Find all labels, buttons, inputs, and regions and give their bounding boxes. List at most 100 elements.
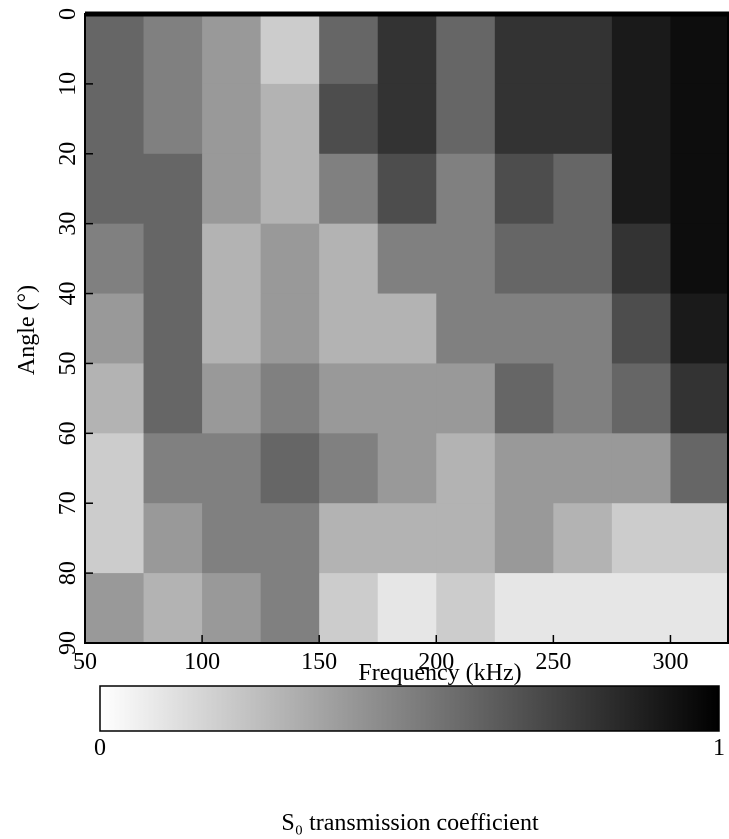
heatmap-cell: [377, 363, 437, 434]
heatmap-cell: [377, 573, 437, 644]
x-tick-label: 50: [73, 649, 97, 675]
heatmap-cell: [553, 14, 613, 85]
heatmap-cell: [143, 433, 203, 504]
heatmap-cell: [611, 14, 671, 85]
heatmap-cell: [436, 153, 496, 225]
heatmap-cell: [143, 223, 203, 295]
heatmap-cell: [319, 153, 379, 225]
heatmap-cell: [436, 83, 496, 155]
heatmap-cell: [553, 363, 613, 434]
heatmap-cell: [319, 14, 379, 85]
heatmap-cell: [85, 433, 145, 504]
y-tick-label: 60: [55, 421, 81, 445]
heatmap-cell: [260, 363, 320, 434]
heatmap-cell: [670, 14, 729, 85]
heatmap-cell: [202, 363, 262, 434]
heatmap-cell: [319, 293, 379, 364]
colorbar-tick-label: 0: [94, 735, 106, 761]
heatmap-cell: [260, 433, 320, 504]
heatmap-cell: [202, 83, 262, 155]
heatmap-cell: [611, 223, 671, 295]
heatmap-cell: [436, 293, 496, 364]
y-tick-label: 0: [55, 8, 81, 20]
x-tick-label: 250: [535, 649, 571, 675]
heatmap-cell: [611, 83, 671, 155]
heatmap-cell: [494, 14, 554, 85]
heatmap-cell: [85, 573, 145, 644]
heatmap-cell: [202, 503, 262, 574]
heatmap-cell: [436, 503, 496, 574]
heatmap-cell: [670, 153, 729, 225]
heatmap-cell: [260, 83, 320, 155]
heatmap-cell: [319, 503, 379, 574]
y-tick-label: 10: [55, 72, 81, 96]
heatmap-cell: [494, 223, 554, 295]
heatmap-cell: [553, 503, 613, 574]
heatmap-cell: [670, 573, 729, 644]
heatmap-cell: [202, 14, 262, 85]
heatmap-cell: [553, 153, 613, 225]
heatmap-cell: [494, 153, 554, 225]
heatmap-cell: [436, 363, 496, 434]
heatmap-cell: [202, 573, 262, 644]
heatmap-cell: [319, 363, 379, 434]
colorbar: [99, 685, 720, 732]
heatmap-cell: [260, 293, 320, 364]
heatmap-cell: [670, 363, 729, 434]
heatmap-cell: [611, 433, 671, 504]
heatmap-cell: [377, 293, 437, 364]
heatmap-cell: [553, 223, 613, 295]
heatmap-cell: [436, 433, 496, 504]
heatmap-cell: [143, 293, 203, 364]
x-tick-label: 200: [418, 649, 454, 675]
heatmap-cell: [143, 83, 203, 155]
heatmap-cell: [611, 293, 671, 364]
heatmap-cell: [670, 293, 729, 364]
heatmap-cell: [319, 573, 379, 644]
heatmap-cell: [553, 293, 613, 364]
y-tick-label: 30: [55, 212, 81, 236]
heatmap-cell: [143, 14, 203, 85]
heatmap-cell: [377, 153, 437, 225]
x-tick-label: 100: [184, 649, 220, 675]
heatmap-cell: [202, 153, 262, 225]
x-tick-label: 150: [301, 649, 337, 675]
heatmap-cell: [377, 433, 437, 504]
heatmap-cell: [85, 83, 145, 155]
y-tick-label: 40: [55, 282, 81, 306]
heatmap-cell: [202, 223, 262, 295]
heatmap-cell: [553, 83, 613, 155]
y-tick-label: 20: [55, 142, 81, 166]
heatmap-cell: [260, 503, 320, 574]
heatmap-cell: [494, 503, 554, 574]
heatmap-cell: [670, 223, 729, 295]
heatmap-cell: [260, 153, 320, 225]
heatmap-cell: [670, 503, 729, 574]
y-tick-label: 50: [55, 351, 81, 375]
heatmap-cell: [436, 223, 496, 295]
heatmap-cell: [377, 83, 437, 155]
heatmap-cell: [260, 573, 320, 644]
colorbar-tick-label: 1: [713, 735, 725, 761]
heatmap-cell: [436, 14, 496, 85]
heatmap-cell: [202, 433, 262, 504]
heatmap-cell: [85, 293, 145, 364]
heatmap-cell: [202, 293, 262, 364]
heatmap-cell: [494, 363, 554, 434]
heatmap-cell: [85, 153, 145, 225]
heatmap-cell: [670, 83, 729, 155]
heatmap-cell: [377, 503, 437, 574]
heatmap-cell: [494, 293, 554, 364]
heatmap-cell: [260, 223, 320, 295]
heatmap-cell: [553, 433, 613, 504]
x-axis-label: Frequency (kHz): [358, 660, 521, 686]
heatmap-cell: [553, 573, 613, 644]
y-tick-label: 70: [55, 491, 81, 515]
heatmap-cell: [377, 14, 437, 85]
heatmap-cell: [494, 433, 554, 504]
heatmap-cell: [319, 223, 379, 295]
y-tick-label: 80: [55, 561, 81, 585]
heatmap-cell: [611, 363, 671, 434]
heatmap-cell: [611, 503, 671, 574]
